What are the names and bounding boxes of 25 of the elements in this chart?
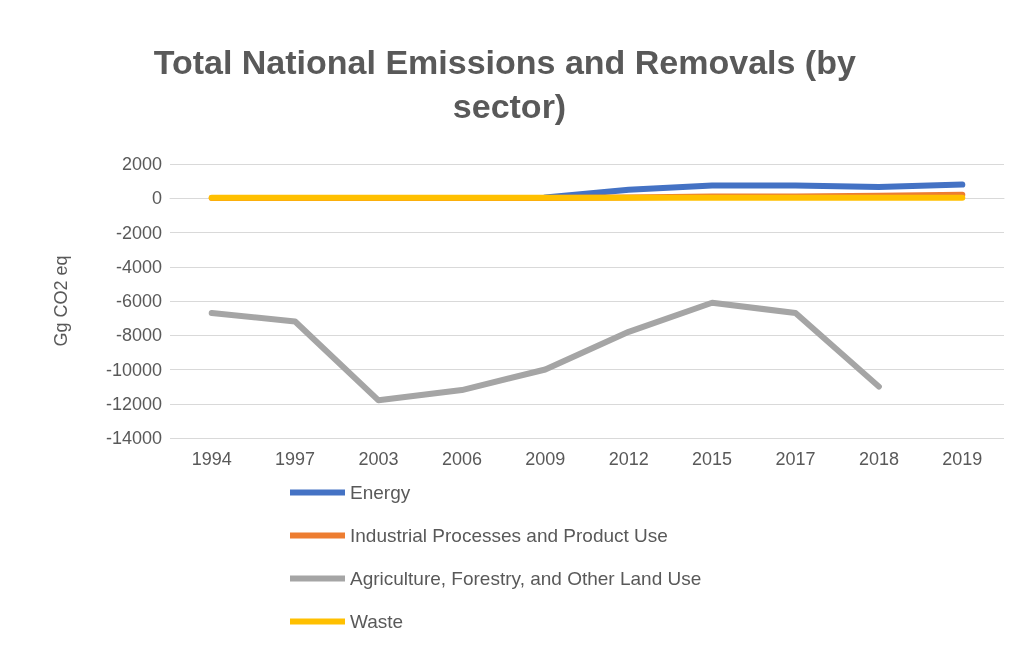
x-tick-label: 2018 — [858, 449, 899, 469]
legend-label: Agriculture, Forestry, and Other Land Use — [350, 568, 702, 589]
y-tick-label: -6000 — [115, 291, 162, 311]
legend-label: Industrial Processes and Product Use — [350, 525, 668, 546]
y-tick-label: -12000 — [105, 393, 162, 414]
y-tick-label: -4000 — [115, 256, 162, 277]
y-axis-title: Gg CO2 eq — [51, 255, 71, 347]
x-tick-label: 2009 — [525, 449, 566, 469]
y-tick-label: 2000 — [121, 154, 162, 174]
x-tick-label: 1997 — [275, 449, 316, 469]
x-tick-label: 2015 — [692, 449, 733, 469]
y-tick-label: -8000 — [115, 325, 162, 346]
x-tick-label: 2019 — [942, 449, 983, 469]
legend-label: Waste — [350, 611, 404, 632]
x-tick-label: 1994 — [191, 449, 232, 469]
chart-title: Total National Emissions and Removals (by sector) — [153, 43, 866, 125]
y-tick-label: -10000 — [105, 359, 162, 380]
y-tick-label: -2000 — [115, 222, 162, 243]
legend-label: Energy — [350, 482, 411, 503]
y-tick-label: 0 — [151, 188, 162, 209]
x-tick-label: 2017 — [775, 449, 816, 469]
x-tick-label: 2006 — [441, 449, 482, 469]
y-tick-label: -14000 — [105, 428, 162, 448]
x-tick-label: 2012 — [608, 449, 649, 469]
x-tick-label: 2003 — [358, 449, 399, 469]
